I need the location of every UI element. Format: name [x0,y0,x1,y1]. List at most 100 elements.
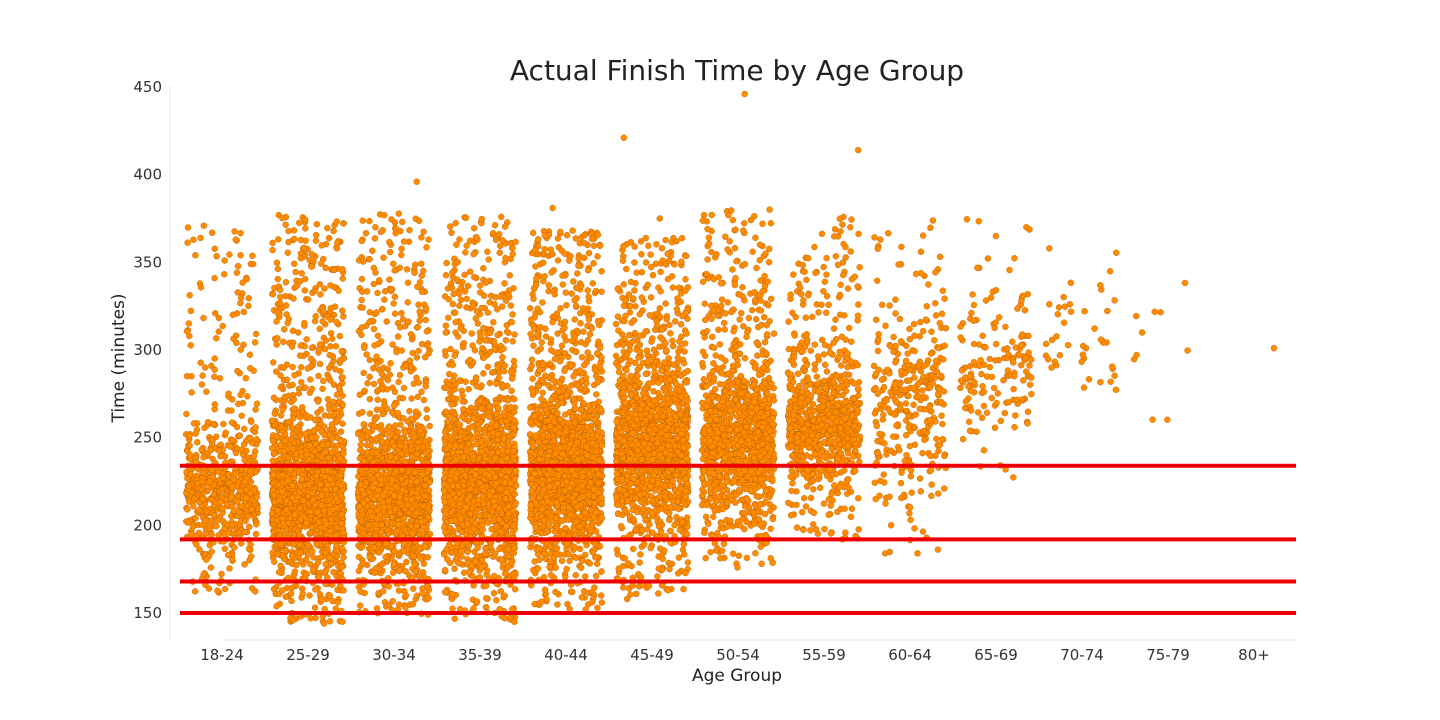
data-point [326,454,333,462]
data-point [399,466,406,474]
data-point [246,365,254,372]
data-point [202,530,209,538]
data-point [408,395,415,402]
data-point [276,299,284,306]
data-point [396,567,403,574]
data-point [280,519,287,527]
data-point [296,352,304,359]
data-point [409,530,417,537]
data-point [200,469,208,477]
data-point [390,300,397,307]
data-point [203,508,211,515]
data-point [230,335,237,342]
data-point [406,357,414,364]
data-point [271,450,278,457]
data-point [268,417,276,424]
data-point [392,422,399,429]
data-point [378,370,385,377]
data-point [278,423,285,430]
data-point [303,412,310,419]
data-point [211,355,218,362]
data-point [337,357,344,364]
data-point [366,410,374,417]
data-point [358,324,365,331]
data-point [408,478,415,486]
data-point [392,505,399,512]
data-point [492,294,499,301]
data-point [370,544,377,551]
data-point [290,616,297,624]
data-point [398,347,405,354]
data-point [390,569,397,576]
data-point [379,305,386,313]
data-point [366,373,373,381]
data-point [422,450,429,457]
data-point [385,423,393,430]
data-point [332,485,339,493]
y-tick-label: 350 [133,253,162,271]
data-point [327,343,334,350]
data-point [415,301,422,308]
data-point [190,236,197,244]
data-point [412,568,419,575]
y-tick-label: 200 [133,516,162,534]
data-point [420,396,428,404]
data-point [442,329,449,336]
data-point [280,364,287,372]
data-point [412,561,419,568]
data-point [196,546,203,553]
data-point [299,590,306,597]
data-point [340,220,347,227]
data-point [422,305,430,312]
data-point [308,263,315,270]
data-point [377,422,385,429]
data-point [327,305,334,312]
data-point [340,529,347,536]
data-point [302,216,309,223]
data-point [243,494,250,502]
data-point [358,467,365,474]
data-point [369,247,376,255]
data-point [318,596,325,603]
data-point [273,259,281,266]
data-point [281,326,288,333]
data-point [284,249,291,256]
data-point [356,391,363,398]
data-point [328,449,335,456]
data-point [227,443,234,450]
data-point [186,433,193,440]
data-point [276,496,283,504]
data-point [298,364,305,371]
data-point [270,359,277,366]
data-point [239,279,246,286]
data-point [289,553,296,560]
data-point [425,595,432,602]
data-point [333,318,340,326]
data-point [332,366,339,373]
data-point [453,276,461,283]
data-point [410,585,417,592]
data-point [326,364,333,372]
data-point [297,236,304,244]
data-point [366,255,373,263]
data-point [338,348,345,355]
data-point [203,388,210,395]
data-point [307,615,314,622]
data-point [450,290,457,298]
data-point [284,319,291,327]
data-point [424,504,432,512]
data-point [209,473,217,480]
data-point [337,482,345,489]
data-point [373,515,381,522]
x-tick-labels: 18-24 25-29 30-34 35-39 40-44 45-49 50-54 55-59… [200,646,1270,664]
data-point [222,429,229,436]
data-point [320,620,328,627]
data-point [407,522,415,530]
data-point [388,513,396,521]
data-point [280,338,287,346]
data-point [311,416,319,423]
data-point [421,543,428,550]
data-point [312,237,320,244]
data-point [330,266,338,274]
